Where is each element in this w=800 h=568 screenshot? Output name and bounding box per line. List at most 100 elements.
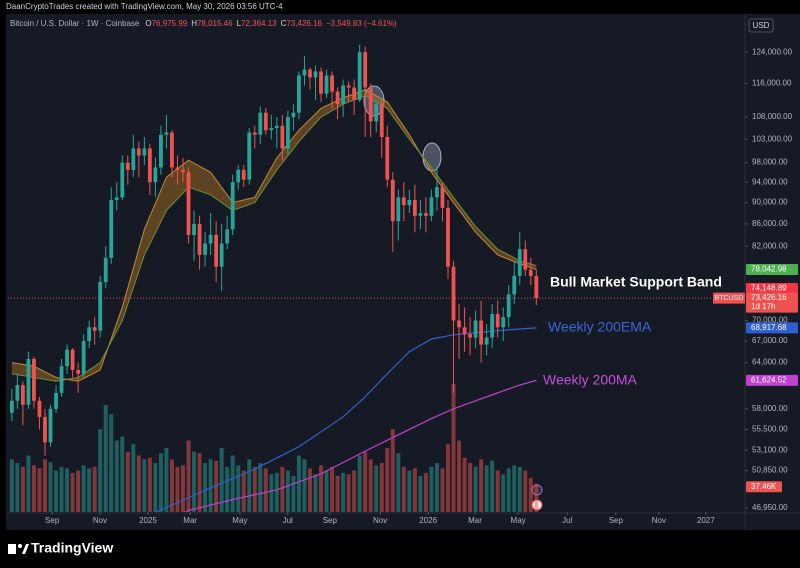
y-tick-label: 116,000.00: [752, 79, 792, 88]
volume-bar: [484, 465, 489, 512]
candle-body: [523, 249, 528, 270]
candle-body: [21, 385, 25, 405]
x-tick-label: Jul: [562, 516, 572, 525]
volume-bar: [418, 475, 423, 512]
candle-body: [225, 229, 230, 244]
candle-body: [203, 243, 207, 255]
candle-body: [87, 327, 92, 342]
candle-body: [125, 162, 130, 170]
volume-bar: [385, 447, 390, 512]
candle-body: [92, 327, 97, 331]
y-tick-label: 90,000.00: [752, 198, 788, 207]
candle-body: [192, 223, 196, 235]
candle-body: [214, 234, 219, 267]
candle-body: [186, 172, 191, 235]
candle-body: [136, 148, 141, 156]
x-tick-label: May: [511, 516, 526, 525]
logo-mark: [22, 544, 29, 554]
x-tick-label: Nov: [93, 516, 107, 525]
y-tick-label: 82,000.00: [752, 241, 788, 250]
currency[interactable]: USD: [753, 21, 770, 30]
volume-bar: [274, 472, 279, 512]
ma-line: [184, 379, 537, 512]
y-tick-label: 46,950.00: [752, 503, 788, 512]
candle-body: [252, 132, 257, 135]
candle-body: [512, 275, 517, 295]
volume-bar: [54, 470, 59, 512]
volume-bar: [296, 455, 301, 512]
candle-body: [285, 117, 290, 149]
volume-bar: [81, 465, 86, 512]
volume-bar: [175, 466, 180, 512]
y-tick-label: 67,000.00: [752, 336, 788, 345]
candle-body: [70, 349, 75, 370]
volume-bar: [368, 459, 373, 512]
candle-body: [468, 334, 472, 338]
last-price: 73,426.16: [751, 293, 787, 302]
volume-bar: [468, 463, 473, 512]
volume-bar: [280, 466, 285, 512]
volume-bar: [230, 455, 235, 512]
volume-bar: [9, 459, 14, 512]
x-tick-label: Nov: [652, 516, 666, 525]
volume-bar: [142, 459, 147, 512]
volume-bar: [125, 451, 130, 512]
logo: [8, 544, 29, 554]
volume-bar: [241, 470, 246, 512]
chart-background: [6, 14, 800, 530]
ohlc-value: 72,364.13: [241, 19, 277, 28]
volume-bar: [473, 466, 478, 512]
candle-body: [385, 136, 390, 180]
symbol: Bitcoin / U.S. Dollar · 1W · Coinbase: [10, 19, 140, 28]
candle-body: [407, 199, 412, 206]
volume-bar: [341, 472, 346, 512]
band-label: Bull Market Support Band: [550, 274, 722, 290]
candle-body: [37, 400, 42, 417]
candle-body: [76, 369, 81, 374]
candle-body: [164, 132, 169, 135]
candle-body: [429, 197, 434, 216]
x-tick-label: 2025: [139, 516, 157, 525]
candle-body: [401, 197, 406, 206]
volume-bar: [429, 466, 434, 512]
candle-body: [219, 243, 224, 267]
volume-bar: [153, 463, 158, 512]
volume-bar: [203, 463, 208, 512]
volume-bar: [247, 459, 252, 512]
candle-body: [374, 104, 379, 122]
volume-bar: [319, 465, 324, 512]
volume-bar: [169, 459, 174, 512]
band-badge-bg: [746, 263, 798, 275]
extra-badge-bg: [746, 283, 798, 295]
volume-bar: [225, 466, 230, 512]
change: −3,549.83 (−4.61%): [326, 19, 397, 28]
currency-button[interactable]: [748, 18, 774, 33]
x-tick-label: Jul: [283, 516, 293, 525]
volume-bar: [517, 466, 522, 512]
y-tick-label: 58,000.00: [752, 404, 788, 413]
candle-body: [324, 75, 329, 94]
ma-badge-bg: [746, 322, 798, 334]
x-tick-label: 2026: [419, 516, 437, 525]
volume-bar: [490, 460, 495, 512]
volume-bar: [120, 436, 125, 512]
volume-bar: [31, 465, 36, 512]
ema-label: Weekly 200EMA: [548, 319, 652, 335]
volume-bar: [192, 451, 197, 512]
candle-body: [451, 266, 456, 321]
volume-bar: [330, 466, 335, 512]
candle-body: [43, 416, 47, 443]
volume-bar: [407, 470, 412, 512]
candle-body: [15, 385, 20, 401]
candle-body: [396, 197, 401, 222]
candle-body: [418, 213, 423, 216]
volume-bar: [76, 470, 81, 512]
candle-body: [363, 52, 368, 88]
candle-body: [379, 104, 384, 137]
candle-body: [230, 182, 235, 230]
x-tick-label: Mar: [183, 516, 197, 525]
candle-body: [457, 320, 461, 328]
volume-bar: [445, 444, 450, 512]
candle-body: [357, 52, 362, 100]
